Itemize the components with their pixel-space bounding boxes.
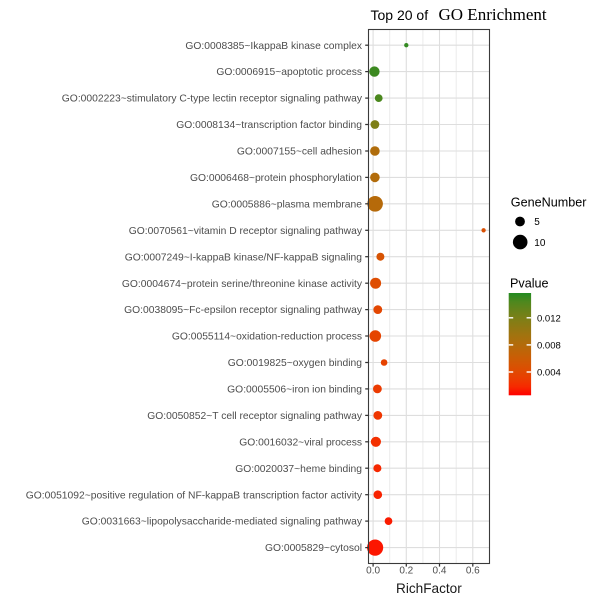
svg-text:0.004: 0.004 bbox=[537, 368, 561, 379]
svg-text:GO:0051092~positive regulation: GO:0051092~positive regulation of NF-kap… bbox=[26, 490, 363, 501]
svg-text:0.008: 0.008 bbox=[537, 340, 561, 351]
svg-text:GO:0020037~heme binding: GO:0020037~heme binding bbox=[235, 464, 362, 475]
svg-text:GO:0070561~vitamin D receptor: GO:0070561~vitamin D receptor signaling … bbox=[129, 226, 363, 237]
svg-text:GO:0005506~iron ion binding: GO:0005506~iron ion binding bbox=[227, 385, 362, 396]
svg-text:GO:0008385~IkappaB kinase comp: GO:0008385~IkappaB kinase complex bbox=[185, 41, 362, 52]
svg-text:5: 5 bbox=[534, 217, 540, 228]
svg-text:0.4: 0.4 bbox=[433, 566, 447, 577]
svg-text:GO:0002223~stimulatory C-type: GO:0002223~stimulatory C-type lectin rec… bbox=[62, 94, 363, 105]
svg-text:GO:0055114~oxidation-reduction: GO:0055114~oxidation-reduction process bbox=[172, 332, 362, 343]
svg-text:GO:0031663~lipopolysaccharide-: GO:0031663~lipopolysaccharide-mediated s… bbox=[82, 517, 363, 528]
svg-text:GO:0038095~Fc-epsilon receptor: GO:0038095~Fc-epsilon receptor signaling… bbox=[124, 305, 363, 316]
svg-text:GO:0050852~T cell receptor sig: GO:0050852~T cell receptor signaling pat… bbox=[147, 411, 363, 422]
svg-text:0.6: 0.6 bbox=[466, 566, 480, 577]
svg-text:10: 10 bbox=[534, 238, 546, 249]
svg-text:GO:0006468~protein phosphoryla: GO:0006468~protein phosphorylation bbox=[190, 173, 362, 184]
svg-text:GO:0004674~protein serine/thre: GO:0004674~protein serine/threonine kina… bbox=[122, 279, 363, 290]
svg-text:GO:0008134~transcription facto: GO:0008134~transcription factor binding bbox=[176, 120, 362, 131]
svg-text:GeneNumber: GeneNumber bbox=[511, 195, 587, 209]
svg-text:GO:0005886~plasma membrane: GO:0005886~plasma membrane bbox=[212, 199, 363, 210]
svg-text:GO:0016032~viral process: GO:0016032~viral process bbox=[239, 437, 362, 448]
svg-text:GO:0019825~oxygen binding: GO:0019825~oxygen binding bbox=[228, 358, 363, 369]
svg-text:Top 20 of: Top 20 of bbox=[371, 7, 429, 23]
svg-text:0.012: 0.012 bbox=[537, 313, 561, 324]
svg-text:Pvalue: Pvalue bbox=[510, 277, 549, 291]
svg-text:GO:0006915~apoptotic process: GO:0006915~apoptotic process bbox=[216, 67, 362, 78]
svg-text:RichFactor: RichFactor bbox=[396, 581, 462, 596]
svg-text:GO Enrichment: GO Enrichment bbox=[439, 5, 547, 24]
svg-text:GO:0007249~I-kappaB kinase/NF-: GO:0007249~I-kappaB kinase/NF-kappaB sig… bbox=[125, 252, 363, 263]
svg-text:GO:0005829~cytosol: GO:0005829~cytosol bbox=[265, 543, 362, 554]
svg-text:GO:0007155~cell adhesion: GO:0007155~cell adhesion bbox=[237, 147, 362, 158]
svg-text:0.2: 0.2 bbox=[399, 566, 413, 577]
svg-text:0.0: 0.0 bbox=[366, 566, 380, 577]
